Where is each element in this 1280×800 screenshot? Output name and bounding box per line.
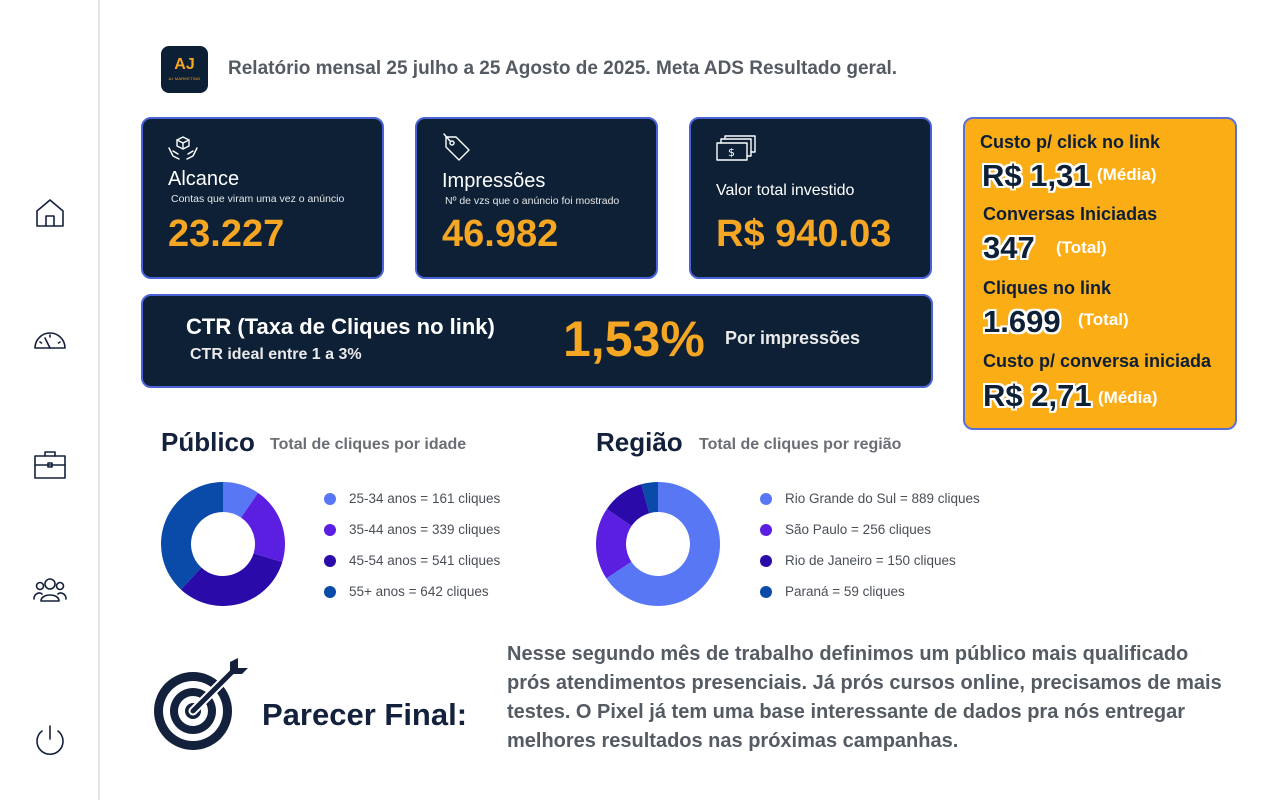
impressoes-value: 46.982: [442, 213, 559, 255]
users-icon[interactable]: [30, 569, 70, 609]
final-text: Nesse segundo mês de trabalho definimos …: [507, 643, 1222, 752]
legend-label: Paraná = 59 cliques: [785, 584, 905, 599]
final-title: Parecer Final:: [262, 697, 468, 732]
publico-slice-2: [180, 553, 283, 606]
ctr-card: CTR (Taxa de Cliques no link) CTR ideal …: [141, 294, 933, 388]
regiao-donut-chart: [596, 482, 720, 606]
kpi-label: Conversas Iniciadas: [983, 204, 1158, 224]
publico-legend: 25-34 anos = 161 cliques 35-44 anos = 33…: [324, 483, 500, 607]
legend-item: Rio Grande do Sul = 889 cliques: [760, 483, 980, 514]
kpi-tag: (Total): [1078, 310, 1129, 329]
regiao-slice-0: [606, 482, 720, 606]
kpi-panel: Custo p/ click no link R$ 1,31 (Média) C…: [963, 117, 1237, 430]
legend-label: 45-54 anos = 541 cliques: [349, 553, 501, 568]
alcance-title: Alcance: [168, 168, 240, 190]
hands-box-icon: [167, 132, 199, 169]
publico-slice-1: [241, 492, 285, 563]
svg-text:$: $: [728, 146, 735, 159]
legend-item: 45-54 anos = 541 cliques: [324, 545, 500, 576]
regiao-slice-3: [641, 482, 658, 514]
investido-card: $ Valor total investido R$ 940.03: [689, 117, 932, 279]
investido-value: R$ 940.03: [716, 213, 892, 255]
kpi-tag: (Média): [1098, 388, 1158, 407]
legend-item: Rio de Janeiro = 150 cliques: [760, 545, 980, 576]
legend-item: 25-34 anos = 161 cliques: [324, 483, 500, 514]
regiao-subtitle: Total de cliques por região: [699, 436, 902, 453]
regiao-title: Região: [596, 427, 683, 457]
kpi-tag: (Média): [1097, 165, 1157, 184]
kpi-label: Cliques no link: [983, 278, 1112, 298]
legend-item: São Paulo = 256 cliques: [760, 514, 980, 545]
impressoes-subtitle: Nº de vzs que o anúncio foi mostrado: [445, 195, 620, 207]
legend-label: Rio de Janeiro = 150 cliques: [785, 553, 956, 568]
publico-slice-3: [161, 482, 223, 590]
investido-title: Valor total investido: [716, 182, 855, 199]
regiao-slice-2: [606, 484, 650, 526]
legend-label: 55+ anos = 642 cliques: [349, 584, 489, 599]
impressoes-title: Impressões: [442, 170, 546, 192]
ctr-value: 1,53%: [563, 311, 705, 367]
legend-dot: [324, 585, 336, 598]
publico-slice-0: [223, 482, 259, 518]
sidebar: [0, 0, 100, 800]
target-icon: [150, 656, 250, 761]
legend-dot: [324, 492, 336, 505]
money-icon: $: [715, 135, 757, 168]
legend-label: 35-44 anos = 339 cliques: [349, 522, 501, 537]
power-icon[interactable]: [30, 720, 70, 760]
logo-text: AJ MARKETING: [168, 76, 201, 81]
kpi-label: Custo p/ conversa iniciada: [983, 351, 1212, 371]
alcance-subtitle: Contas que viram uma vez o anúncio: [171, 193, 345, 205]
legend-dot: [760, 554, 772, 567]
gauge-icon[interactable]: [30, 318, 70, 358]
kpi-value: R$ 2,71: [983, 378, 1092, 413]
ctr-title: CTR (Taxa de Cliques no link): [186, 314, 495, 339]
ctr-note: Por impressões: [725, 328, 861, 348]
report-header: AJ AJ MARKETING Relatório mensal 25 julh…: [161, 45, 897, 93]
kpi-value: 1.699: [983, 304, 1061, 339]
tag-icon: [441, 132, 473, 169]
impressoes-card: Impressões Nº de vzs que o anúncio foi m…: [415, 117, 658, 279]
legend-item: Paraná = 59 cliques: [760, 576, 980, 607]
legend-dot: [760, 523, 772, 536]
briefcase-icon[interactable]: [30, 444, 70, 484]
page-title: Relatório mensal 25 julho a 25 Agosto de…: [228, 58, 898, 79]
kpi-value: R$ 1,31: [982, 158, 1091, 193]
alcance-value: 23.227: [168, 213, 285, 255]
legend-dot: [324, 554, 336, 567]
legend-item: 55+ anos = 642 cliques: [324, 576, 500, 607]
legend-dot: [760, 492, 772, 505]
home-icon[interactable]: [30, 193, 70, 233]
kpi-tag: (Total): [1056, 238, 1107, 257]
legend-label: São Paulo = 256 cliques: [785, 522, 931, 537]
publico-subtitle: Total de cliques por idade: [270, 436, 467, 453]
legend-label: 25-34 anos = 161 cliques: [349, 491, 501, 506]
publico-donut-chart: [161, 482, 285, 606]
publico-title: Público: [161, 427, 255, 457]
regiao-legend: Rio Grande do Sul = 889 cliques São Paul…: [760, 483, 980, 607]
regiao-slice-1: [596, 508, 632, 579]
legend-dot: [324, 523, 336, 536]
brand-logo: AJ AJ MARKETING: [161, 45, 208, 93]
logo-mark: AJ: [174, 56, 195, 73]
legend-item: 35-44 anos = 339 cliques: [324, 514, 500, 545]
kpi-value: 347: [983, 230, 1035, 265]
legend-dot: [760, 585, 772, 598]
alcance-card: Alcance Contas que viram uma vez o anúnc…: [141, 117, 384, 279]
kpi-label: Custo p/ click no link: [980, 132, 1161, 152]
legend-label: Rio Grande do Sul = 889 cliques: [785, 491, 980, 506]
ctr-subtitle: CTR ideal entre 1 a 3%: [190, 346, 362, 363]
